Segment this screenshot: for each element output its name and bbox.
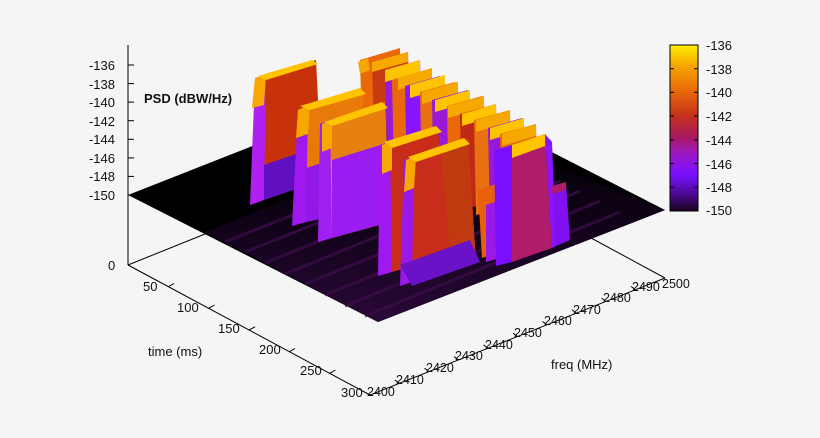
colorbar-tick-label: -148: [706, 180, 733, 196]
burst-c: [318, 102, 390, 242]
burst-f: [478, 134, 570, 266]
z-axis-title: PSD (dBW/Hz): [144, 91, 233, 106]
colorbar-tick-label: -140: [706, 85, 733, 101]
freq-tick-label: 2430: [455, 349, 483, 363]
z-tick-label: -150: [88, 188, 115, 203]
time-tick-label: 250: [300, 363, 322, 378]
z-tick-label: -138: [88, 76, 115, 92]
time-tick-label: 150: [218, 321, 240, 336]
freq-tick-label: 2440: [485, 338, 513, 352]
z-tick-label: -136: [88, 58, 115, 73]
time-tick-label: 200: [259, 342, 281, 357]
z-axis-ticks: [128, 64, 134, 196]
freq-tick-label: 2400: [367, 385, 395, 399]
time-tick-label: 100: [177, 300, 199, 315]
colorbar-tick-label: -150: [706, 203, 733, 218]
time-axis-ticks: [168, 283, 336, 374]
z-tick-label: -148: [88, 169, 115, 185]
freq-tick-label: 2470: [573, 303, 601, 317]
burst-e: [400, 138, 480, 286]
time-tick-label: 300: [341, 385, 363, 400]
freq-tick-label: 2490: [632, 280, 660, 294]
freq-tick-label: 2480: [603, 291, 631, 305]
freq-tick-label: 2500: [662, 277, 690, 291]
colorbar-tick-label: -142: [706, 109, 733, 125]
freq-tick-label: 2460: [544, 314, 572, 328]
freq-tick-label: 2410: [396, 373, 424, 387]
time-tick-label: 0: [108, 258, 116, 273]
colorbar-tick-label: -136: [706, 38, 733, 53]
time-axis-title: time (ms): [148, 344, 203, 359]
time-tick-label: 50: [143, 279, 158, 294]
freq-axis-ticks: [394, 285, 636, 384]
z-tick-label: -144: [88, 132, 115, 148]
colorbar-tick-label: -138: [706, 61, 733, 77]
freq-tick-label: 2420: [426, 361, 454, 375]
z-tick-label: -142: [88, 113, 115, 129]
z-tick-label: -146: [88, 150, 115, 166]
colorbar: [669, 44, 699, 212]
z-tick-label: -140: [88, 95, 115, 111]
freq-axis-title: freq (MHz): [551, 357, 613, 372]
colorbar-tick-label: -146: [706, 156, 733, 172]
freq-tick-label: 2450: [514, 326, 542, 340]
colorbar-tick-label: -144: [706, 132, 733, 148]
